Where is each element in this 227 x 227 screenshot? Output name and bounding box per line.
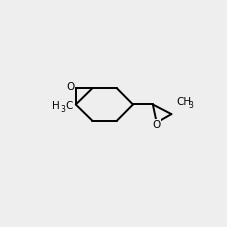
Text: CH: CH (175, 97, 190, 107)
Text: 3: 3 (187, 101, 192, 110)
Text: C: C (65, 101, 72, 111)
Text: O: O (66, 82, 74, 92)
Text: H: H (52, 101, 60, 111)
Text: 3: 3 (60, 105, 65, 114)
Text: O: O (152, 120, 160, 130)
